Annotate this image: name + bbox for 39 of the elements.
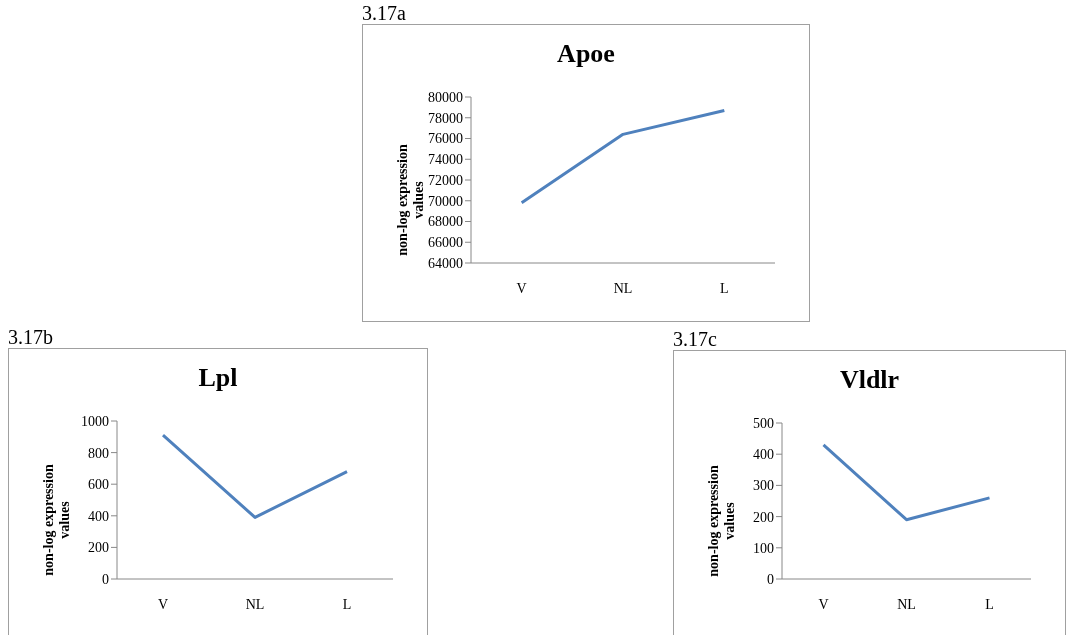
y-tick-label: 400 bbox=[88, 508, 109, 524]
y-tick-label: 64000 bbox=[428, 255, 463, 271]
y-tick-label: 76000 bbox=[428, 131, 463, 147]
y-tick-label: 800 bbox=[88, 445, 109, 461]
y-tick-label: 600 bbox=[88, 477, 109, 493]
x-tick-label: L bbox=[720, 280, 729, 296]
x-tick-label: L bbox=[342, 596, 352, 612]
y-axis-title: non-log expression values bbox=[395, 143, 427, 258]
y-tick-label: 500 bbox=[753, 415, 774, 431]
text: 3.17a bbox=[362, 2, 407, 24]
chart-title: Lpl bbox=[197, 363, 239, 393]
y-tick-label: 1000 bbox=[81, 413, 109, 429]
y-tick-label: 68000 bbox=[428, 214, 463, 230]
y-axis-title: non-log expression values bbox=[706, 464, 738, 579]
chart-title: Vldlr bbox=[838, 365, 901, 395]
text: 3.17b bbox=[8, 326, 54, 348]
y-tick-label: 300 bbox=[753, 478, 774, 494]
x-tick-label: V bbox=[157, 596, 169, 612]
x-tick-label: V bbox=[516, 280, 527, 296]
y-tick-label: 0 bbox=[102, 571, 109, 587]
y-tick-label: 80000 bbox=[428, 89, 463, 105]
y-tick-label: 100 bbox=[753, 540, 774, 556]
y-tick-label: 200 bbox=[88, 540, 109, 556]
x-tick-label: L bbox=[985, 596, 994, 612]
chart-title: Apoe bbox=[556, 39, 616, 69]
x-tick-label: NL bbox=[245, 596, 265, 612]
text: 3.17c bbox=[673, 328, 718, 350]
y-axis-title: non-log expression values bbox=[41, 463, 73, 578]
x-tick-label: V bbox=[818, 596, 829, 612]
y-tick-label: 200 bbox=[753, 509, 774, 525]
y-tick-label: 70000 bbox=[428, 193, 463, 209]
y-tick-label: 400 bbox=[753, 447, 774, 463]
y-tick-label: 78000 bbox=[428, 110, 463, 126]
y-tick-label: 74000 bbox=[428, 152, 463, 168]
x-tick-label: NL bbox=[613, 280, 633, 296]
x-tick-label: NL bbox=[897, 596, 916, 612]
y-tick-label: 66000 bbox=[428, 235, 463, 251]
y-tick-label: 0 bbox=[767, 571, 774, 587]
y-tick-label: 72000 bbox=[428, 172, 463, 188]
